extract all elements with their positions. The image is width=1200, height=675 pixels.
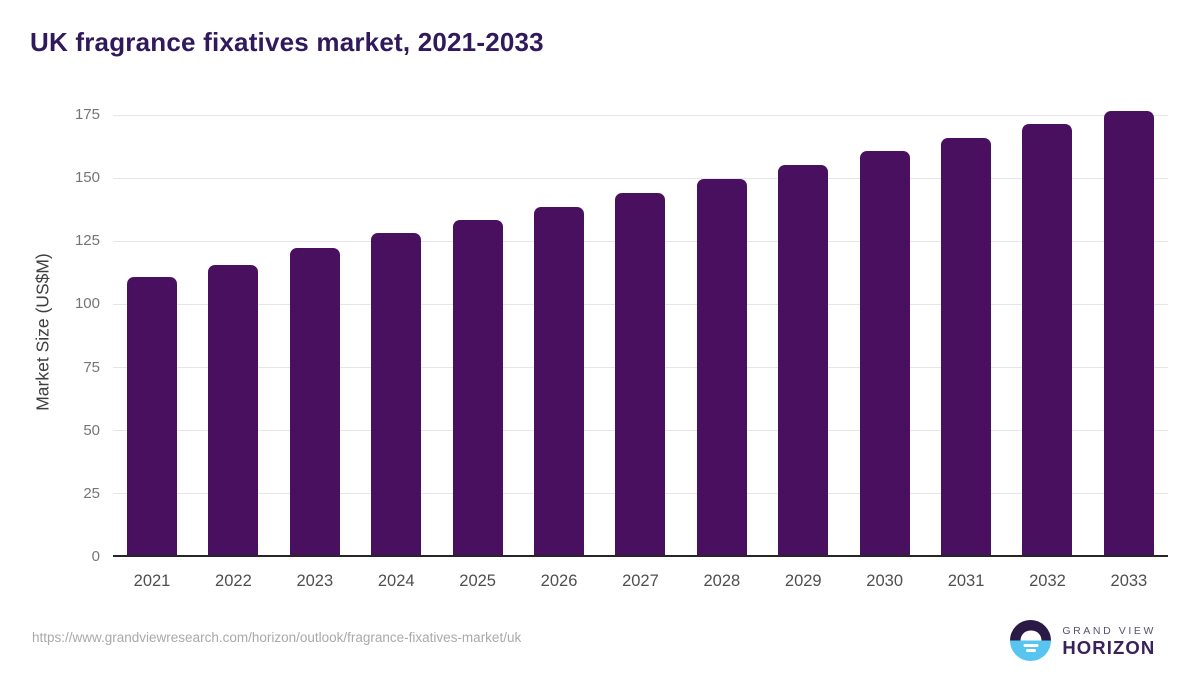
bar-2026	[534, 206, 585, 555]
logo-text-grand-view: GRAND VIEW	[1062, 624, 1156, 637]
y-axis-title: Market Size (US$M)	[32, 253, 53, 411]
logo-text: GRAND VIEW HORIZON	[1062, 624, 1156, 658]
x-tick-label-2032: 2032	[1029, 572, 1066, 590]
y-tick-label-25: 25	[83, 484, 100, 502]
horizon-sunrise-icon	[1010, 620, 1052, 661]
bar-2031	[941, 138, 992, 555]
y-tick-label-100: 100	[74, 295, 100, 313]
y-tick-label-75: 75	[83, 358, 100, 376]
bar-2024	[371, 233, 422, 555]
gridline-175	[113, 114, 1168, 116]
sunrise-line-shape	[1023, 643, 1039, 647]
grand-view-horizon-logo: GRAND VIEW HORIZON	[1010, 620, 1156, 661]
logo-text-horizon: HORIZON	[1062, 636, 1156, 658]
bar-2025	[452, 220, 503, 555]
y-tick-label-175: 175	[74, 106, 100, 124]
bar-2023	[289, 248, 340, 555]
x-tick-label-2030: 2030	[866, 572, 904, 590]
source-url: https://www.grandviewresearch.com/horizo…	[32, 630, 522, 645]
x-tick-label-2029: 2029	[784, 572, 822, 590]
bar-2032	[1022, 124, 1073, 555]
y-tick-label-150: 150	[74, 169, 100, 187]
bar-2029	[778, 164, 829, 555]
x-tick-label-2031: 2031	[947, 572, 985, 590]
bar-2030	[859, 150, 910, 555]
bar-2033	[1103, 110, 1154, 555]
x-tick-label-2033: 2033	[1110, 572, 1148, 590]
sunrise-dome-shape	[1020, 630, 1042, 641]
x-tick-label-2025: 2025	[459, 572, 496, 590]
y-tick-label-125: 125	[74, 232, 100, 250]
bar-2021	[127, 277, 177, 555]
plot-area	[113, 105, 1168, 557]
sunrise-line-shape	[1025, 648, 1036, 652]
x-tick-label-2022: 2022	[215, 572, 252, 590]
bar-2022	[208, 264, 259, 555]
x-tick-label-2027: 2027	[622, 572, 659, 590]
bar-2028	[696, 178, 747, 555]
x-tick-label-2028: 2028	[703, 572, 741, 590]
y-tick-label-0: 0	[91, 548, 100, 565]
chart-title: UK fragrance fixatives market, 2021-2033	[30, 27, 544, 57]
bar-series	[113, 105, 1168, 555]
x-tick-label-2021: 2021	[133, 572, 171, 590]
y-tick-label-50: 50	[83, 421, 100, 439]
bar-2027	[615, 192, 666, 555]
x-tick-label-2026: 2026	[540, 572, 578, 590]
gridline-150	[113, 177, 1168, 179]
x-axis-labels: 2021 2022 2023 2024 2025 2026 2027 2028 2029 2030…	[113, 572, 1168, 591]
x-tick-label-2024: 2024	[377, 572, 415, 590]
x-tick-label-2023: 2023	[296, 572, 334, 590]
